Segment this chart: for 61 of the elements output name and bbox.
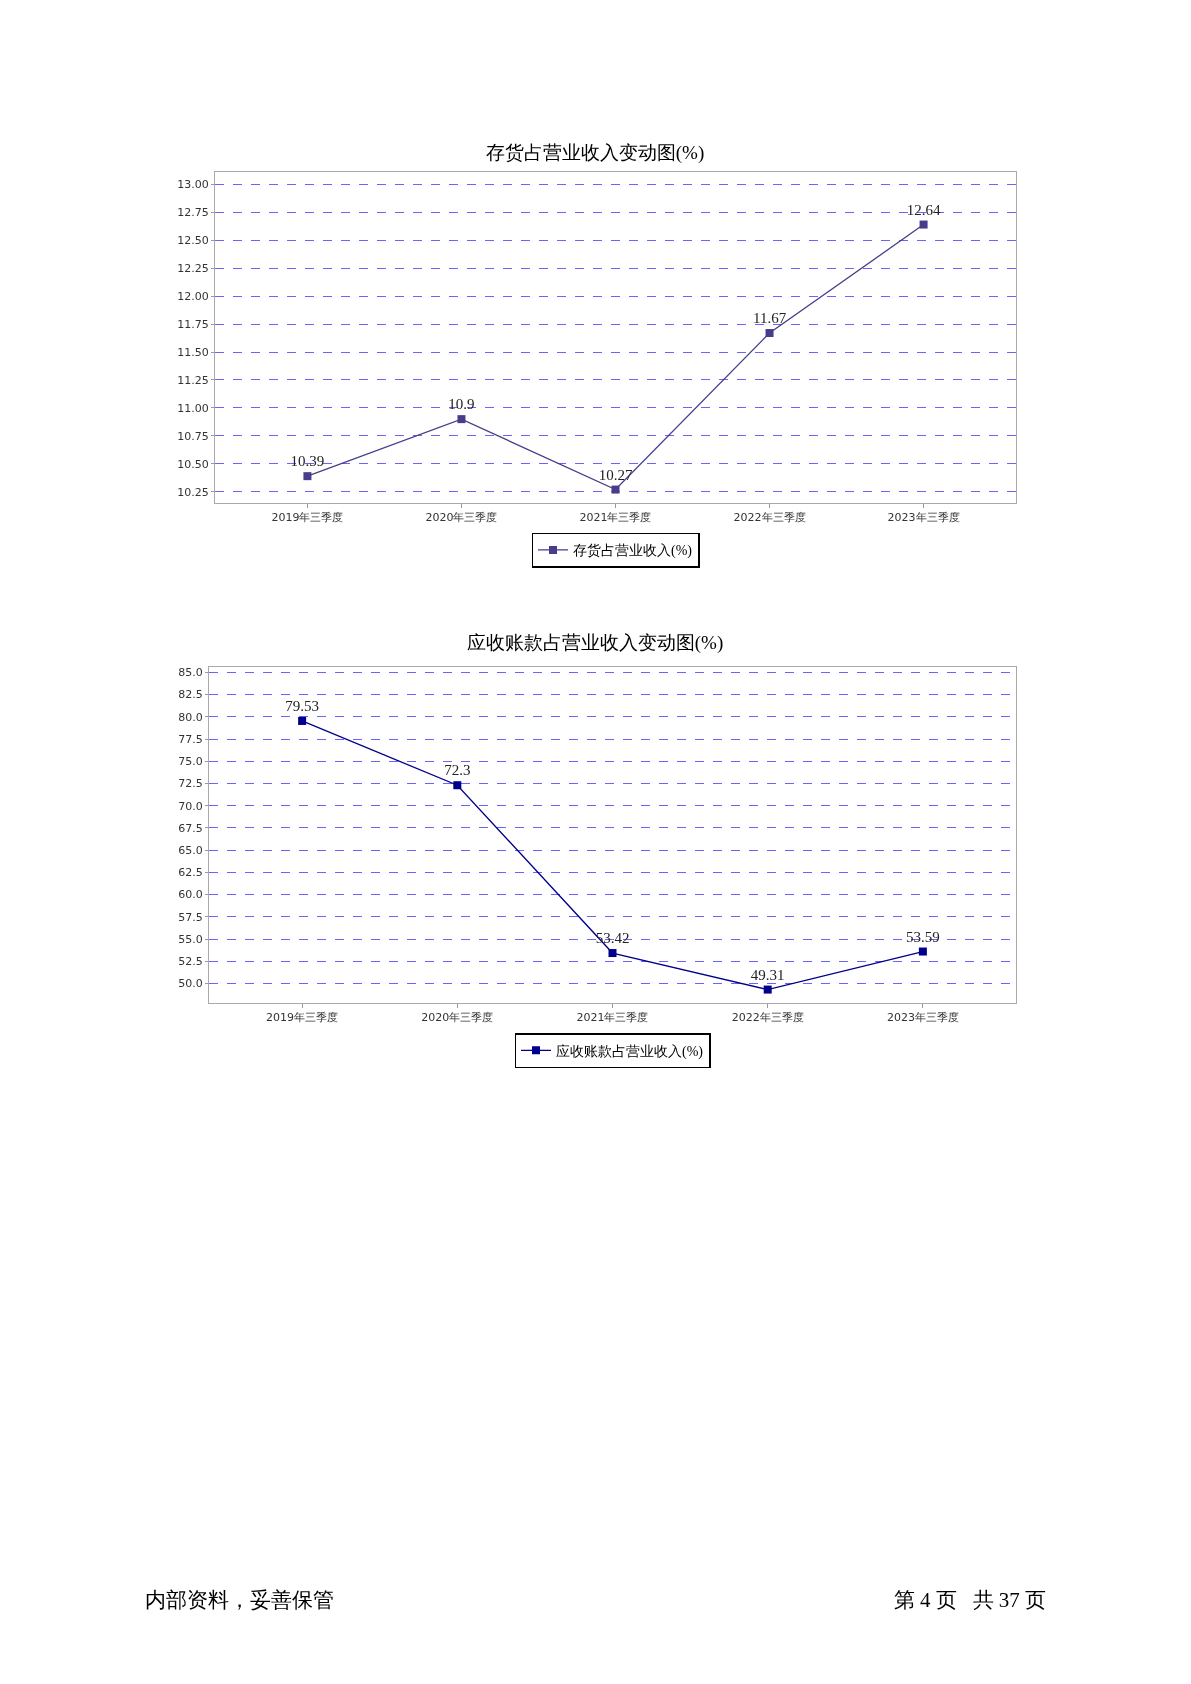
- text: 内部资料，妥善保管: [145, 1587, 334, 1614]
- y-tick-label: 12.75: [177, 206, 209, 220]
- x-tick-label: 2020年三季度: [425, 511, 498, 525]
- chart-title: 存货占营业收入变动图(%): [485, 142, 705, 165]
- point: [457, 415, 466, 424]
- y-tick-label: 82.5: [178, 688, 203, 702]
- data-label: 53.59: [906, 928, 940, 945]
- x-tick-label: 2021年三季度: [579, 511, 652, 525]
- y-tick-label: 10.50: [177, 457, 209, 471]
- y-tick-label: 62.5: [178, 866, 203, 880]
- x-tick-label: 2022年三季度: [733, 511, 806, 525]
- data-label: 49.31: [750, 966, 785, 983]
- x-tick-label: 2021年三季度: [576, 1011, 649, 1025]
- point: [763, 985, 772, 994]
- y-tick-label: 85.0: [178, 666, 203, 680]
- legend-label: 存货占营业收入(%): [573, 543, 693, 560]
- y-tick-label: 52.5: [178, 955, 203, 969]
- point: [453, 781, 462, 790]
- point: [918, 947, 927, 956]
- y-tick-label: 12.00: [177, 289, 209, 303]
- y-tick-label: 70.0: [178, 799, 203, 813]
- x-tick-label: 2019年三季度: [266, 1011, 339, 1025]
- y-tick-label: 10.25: [177, 485, 209, 499]
- data-label: 10.27: [598, 466, 633, 483]
- data-label: 10.39: [290, 453, 325, 470]
- point: [608, 949, 617, 958]
- y-tick-label: 75.0: [178, 755, 203, 769]
- x-tick-label: 2022年三季度: [731, 1011, 804, 1025]
- text: 第 4 页 共 37 页: [893, 1587, 1046, 1614]
- y-tick-label: 60.0: [178, 888, 203, 902]
- y-tick-label: 12.25: [177, 262, 209, 276]
- y-tick-label: 80.0: [178, 710, 203, 724]
- point: [611, 485, 620, 494]
- point: [303, 472, 312, 481]
- y-tick-label: 11.00: [177, 401, 209, 415]
- y-tick-label: 10.75: [177, 429, 209, 443]
- data-label: 11.67: [752, 310, 787, 327]
- x-tick-label: 2020年三季度: [421, 1011, 494, 1025]
- y-tick-label: 55.0: [178, 932, 203, 946]
- y-tick-label: 50.0: [178, 977, 203, 991]
- y-tick-label: 11.25: [177, 373, 209, 387]
- y-tick-label: 12.50: [177, 234, 209, 248]
- point: [919, 220, 928, 229]
- y-tick-label: 11.75: [177, 317, 209, 331]
- point: [298, 716, 307, 725]
- y-tick-label: 67.5: [178, 821, 203, 835]
- chart-title: 应收账款占营业收入变动图(%): [466, 632, 724, 655]
- y-tick-label: 11.50: [177, 345, 209, 359]
- y-tick-label: 13.00: [177, 178, 209, 192]
- legend-label: 应收账款占营业收入(%): [556, 1043, 704, 1060]
- x-tick-label: 2023年三季度: [887, 511, 960, 525]
- data-label: 79.53: [285, 698, 319, 715]
- x-tick-label: 2023年三季度: [886, 1011, 959, 1025]
- point: [765, 329, 774, 338]
- data-label: 72.3: [444, 762, 471, 779]
- y-tick-label: 72.5: [178, 777, 203, 791]
- y-tick-label: 77.5: [178, 732, 203, 746]
- x-tick-label: 2019年三季度: [271, 511, 344, 525]
- y-tick-label: 65.0: [178, 843, 203, 857]
- y-tick-label: 57.5: [178, 910, 203, 924]
- data-label: 12.64: [906, 201, 941, 218]
